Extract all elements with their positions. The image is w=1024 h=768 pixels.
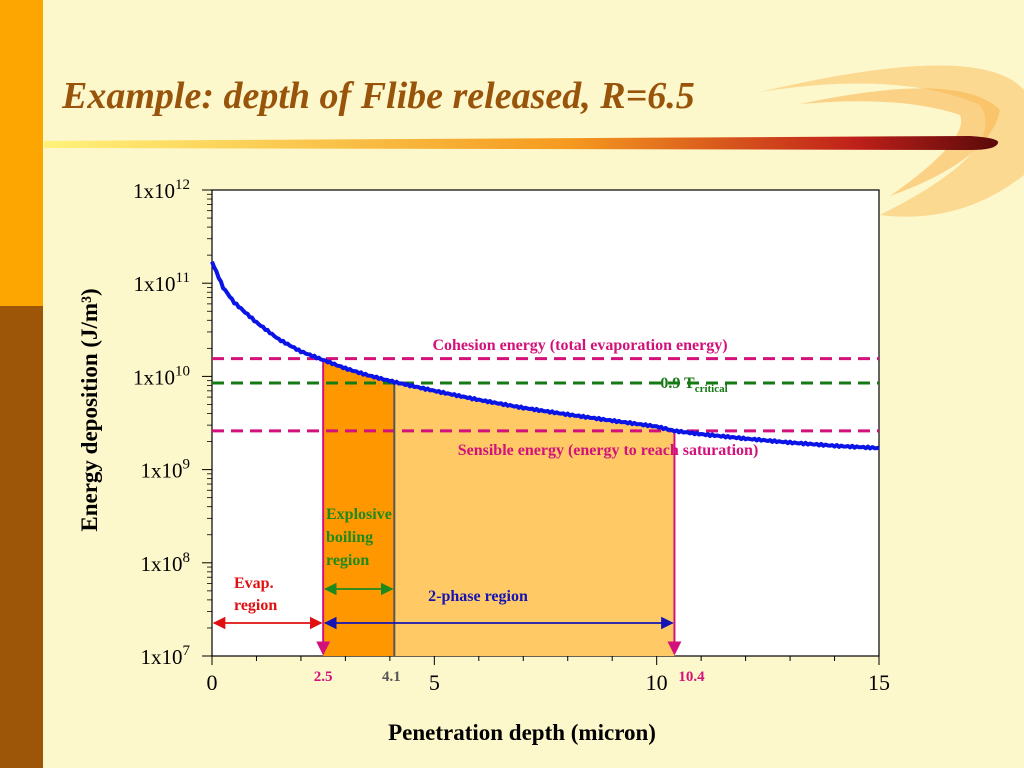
explosive-boiling-region-label: boiling [326,529,373,546]
x-tick-label: 10 [646,670,668,695]
slide-title: Example: depth of Flibe released, R=6.5 [62,75,695,117]
marker-label-10-4: 10.4 [678,669,705,685]
sensible-energy-label: Sensible energy (energy to reach saturat… [458,442,759,459]
y-tick-label: 1x1011 [134,270,190,296]
marker-label-2-5: 2.5 [314,669,333,685]
y-tick-label: 1x1012 [133,177,190,203]
explosive-boiling-region-label: Explosive [326,506,392,523]
cohesion-energy-label: Cohesion energy (total evaporation energ… [432,337,727,354]
explosive-boiling-region-fill [323,360,395,656]
critical-temperature-label: 0.9 Tcritical [660,375,727,395]
x-tick-label: 15 [868,670,890,695]
explosive-boiling-region-label: region [326,552,369,569]
two-phase-region-label: 2-phase region [428,588,528,605]
x-tick-label: 0 [207,670,218,695]
accent-band-top [0,0,43,306]
accent-band-bottom [0,306,43,768]
two-phase-region-fill [394,382,675,656]
y-axis-title: Energy deposition (J/m³) [77,288,102,531]
marker-label-4-1: 4.1 [382,669,401,685]
evap-region-label: region [234,597,277,614]
y-tick-label: 1x109 [141,457,191,483]
x-axis-title: Penetration depth (micron) [388,720,656,745]
y-tick-label: 1x108 [141,550,191,576]
energy-deposition-curve [210,260,880,451]
x-tick-label: 5 [429,670,440,695]
y-tick-label: 1x1010 [133,363,190,389]
evap-region-label: Evap. [234,575,274,592]
y-tick-label: 1x107 [141,643,191,669]
